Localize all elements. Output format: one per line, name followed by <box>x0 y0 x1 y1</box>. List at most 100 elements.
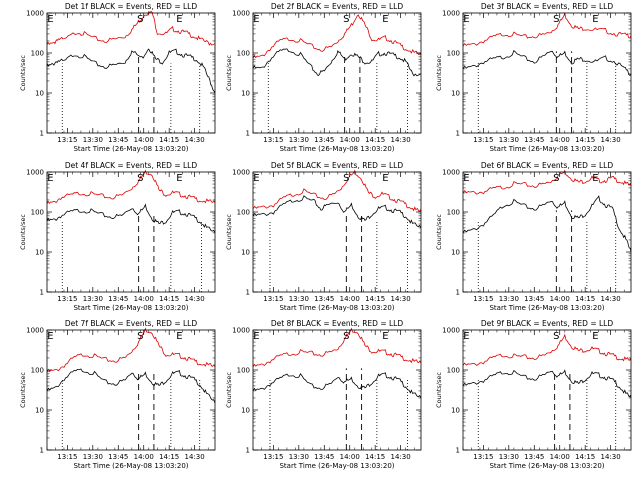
x-tick-label: 13:45 <box>108 295 128 303</box>
e-marker-label: E <box>463 14 469 25</box>
y-tick-label: 1 <box>456 130 460 138</box>
x-tick-label: 14:15 <box>365 453 385 461</box>
panel-title: Det 6f BLACK = Events, RED = LLD <box>481 161 614 170</box>
e-marker-label: E <box>592 173 598 184</box>
s-marker-label: S <box>553 14 559 25</box>
y-tick-label: 1000 <box>26 169 44 177</box>
y-tick-label: 100 <box>447 50 460 58</box>
e-marker-label: E <box>592 331 598 342</box>
lld-series-line <box>46 169 216 204</box>
x-tick-label: 13:30 <box>83 136 103 144</box>
y-tick-label: 100 <box>237 367 250 375</box>
e-marker-label: E <box>382 14 388 25</box>
x-tick-label: 14:00 <box>340 453 360 461</box>
e-marker-label: E <box>253 14 259 25</box>
y-tick-label: 1 <box>246 447 250 455</box>
lld-series-line <box>252 14 422 59</box>
lld-series-line <box>252 169 422 213</box>
x-tick-label: 13:30 <box>499 136 519 144</box>
x-tick-label: 13:45 <box>108 136 128 144</box>
panel-det-5: Det 5f BLACK = Events, RED = LLD E E S 1 10 10… <box>225 161 422 312</box>
e-marker-label: E <box>176 331 182 342</box>
x-tick-label: 14:15 <box>365 295 385 303</box>
panel-title: Det 9f BLACK = Events, RED = LLD <box>481 319 614 328</box>
x-tick-label: 14:15 <box>159 295 179 303</box>
x-tick-label: 14:00 <box>550 136 570 144</box>
x-tick-label: 13:45 <box>524 453 544 461</box>
x-axis-label: Start Time (26-May-08 13:03:20) <box>489 304 604 312</box>
x-tick-label: 13:30 <box>499 295 519 303</box>
e-marker-label: E <box>176 173 182 184</box>
x-tick-label: 14:15 <box>159 453 179 461</box>
x-tick-label: 13:30 <box>83 295 103 303</box>
y-axis-label: Counts/sec <box>19 214 27 250</box>
s-marker-label: S <box>343 173 349 184</box>
e-marker-label: E <box>463 331 469 342</box>
y-tick-label: 1 <box>40 289 44 297</box>
x-tick-label: 14:30 <box>601 136 621 144</box>
x-tick-label: 13:45 <box>524 136 544 144</box>
panel-det-8: Det 8f BLACK = Events, RED = LLD E E S 1 10 10… <box>225 319 422 470</box>
x-tick-label: 13:45 <box>108 453 128 461</box>
x-axis-label: Start Time (26-May-08 13:03:20) <box>489 145 604 153</box>
panel-title: Det 4f BLACK = Events, RED = LLD <box>65 161 198 170</box>
x-tick-label: 13:15 <box>57 295 77 303</box>
panel-det-6: Det 6f BLACK = Events, RED = LLD E E S 1 10 10… <box>435 161 632 312</box>
y-tick-label: 1000 <box>442 10 460 18</box>
y-axis-label: Counts/sec <box>19 55 27 91</box>
x-axis-label: Start Time (26-May-08 13:03:20) <box>73 145 188 153</box>
x-tick-label: 14:00 <box>134 453 154 461</box>
plot-frame <box>252 171 422 293</box>
x-tick-label: 14:30 <box>601 295 621 303</box>
y-tick-label: 1 <box>456 289 460 297</box>
y-tick-label: 1000 <box>26 10 44 18</box>
x-tick-label: 14:00 <box>340 295 360 303</box>
x-tick-label: 13:15 <box>263 453 283 461</box>
y-axis-label: Counts/sec <box>435 214 443 250</box>
x-tick-label: 14:30 <box>601 453 621 461</box>
x-tick-label: 13:15 <box>473 453 493 461</box>
panel-det-7: Det 7f BLACK = Events, RED = LLD E E S 1 10 10… <box>19 319 216 470</box>
x-tick-label: 14:00 <box>134 136 154 144</box>
y-axis-label: Counts/sec <box>225 214 233 250</box>
x-tick-label: 14:30 <box>185 453 205 461</box>
y-tick-label: 100 <box>31 50 44 58</box>
panel-title: Det 3f BLACK = Events, RED = LLD <box>481 2 614 11</box>
x-tick-label: 14:15 <box>575 136 595 144</box>
lld-series-line <box>46 327 216 373</box>
plot-frame <box>252 12 422 134</box>
panel-title: Det 7f BLACK = Events, RED = LLD <box>65 319 198 328</box>
events-series-line <box>46 203 216 234</box>
events-series-line <box>46 368 216 404</box>
panel-title: Det 2f BLACK = Events, RED = LLD <box>271 2 404 11</box>
x-tick-label: 14:00 <box>550 453 570 461</box>
x-tick-label: 14:00 <box>134 295 154 303</box>
e-marker-label: E <box>463 173 469 184</box>
x-tick-label: 14:00 <box>550 295 570 303</box>
plot-frame <box>462 329 632 451</box>
y-axis-label: Counts/sec <box>225 372 233 408</box>
events-series-line <box>462 49 632 76</box>
events-series-line <box>252 48 422 77</box>
x-tick-label: 13:30 <box>289 295 309 303</box>
y-tick-label: 100 <box>237 50 250 58</box>
x-tick-label: 14:15 <box>365 136 385 144</box>
y-tick-label: 10 <box>451 90 460 98</box>
x-tick-label: 13:45 <box>314 295 334 303</box>
x-tick-label: 13:30 <box>83 453 103 461</box>
plot-frame <box>462 171 632 293</box>
y-tick-label: 1000 <box>232 169 250 177</box>
plot-frame <box>46 12 216 134</box>
events-series-line <box>252 372 422 399</box>
y-tick-label: 10 <box>241 407 250 415</box>
lld-series-line <box>462 169 632 195</box>
lld-series-line <box>462 333 632 366</box>
y-axis-label: Counts/sec <box>19 372 27 408</box>
x-axis-label: Start Time (26-May-08 13:03:20) <box>279 462 394 470</box>
lld-series-line <box>462 12 632 47</box>
s-marker-label: S <box>137 173 143 184</box>
events-series-line <box>46 48 216 94</box>
y-tick-label: 10 <box>451 249 460 257</box>
x-axis-label: Start Time (26-May-08 13:03:20) <box>73 304 188 312</box>
x-axis-label: Start Time (26-May-08 13:03:20) <box>279 145 394 153</box>
